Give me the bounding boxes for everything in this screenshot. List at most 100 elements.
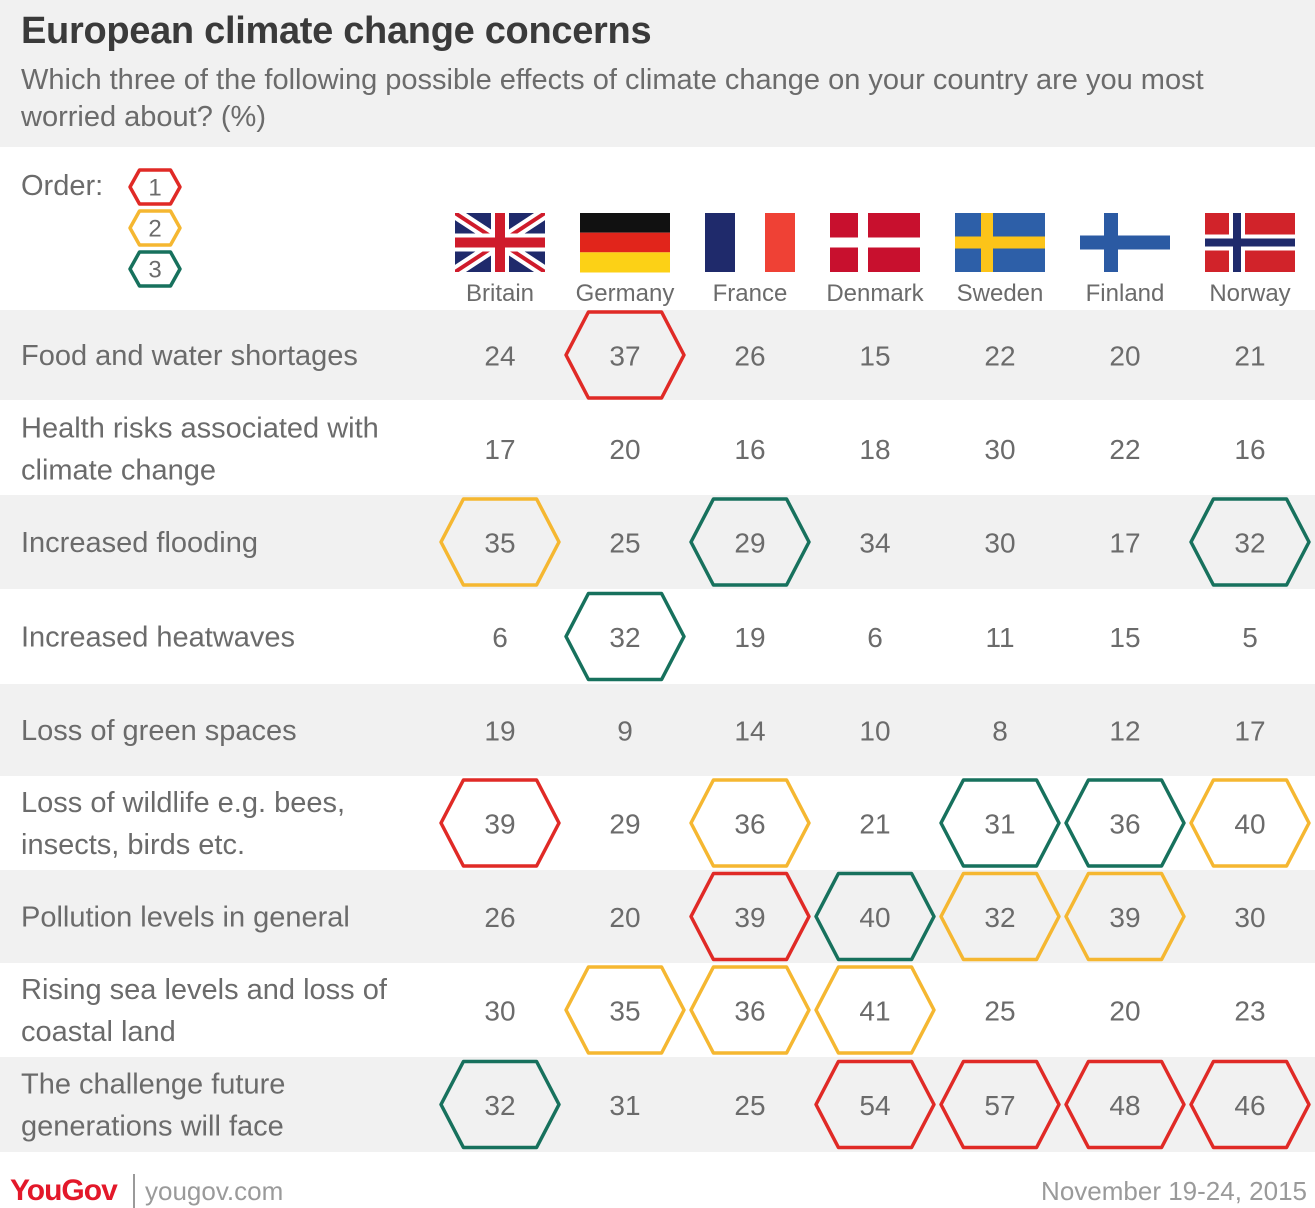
table-row: Pollution levels in general 26 20 39 40 32 39 3… <box>21 871 1266 962</box>
rank-2-hexagon-icon <box>564 965 686 1055</box>
table-cell-value: 54 <box>859 1090 890 1121</box>
table-cell-value: 29 <box>734 528 765 559</box>
table-cell-value: 41 <box>859 996 890 1027</box>
row-background <box>0 1057 1315 1152</box>
table-cell-value: 16 <box>1234 434 1265 465</box>
uk-flag-icon <box>455 213 545 272</box>
table-cell-value: 20 <box>609 434 640 465</box>
rank-2-hexagon-icon <box>939 871 1061 962</box>
rank-2-hexagon-icon <box>439 497 561 587</box>
table-cell-value: 35 <box>484 528 515 559</box>
table-cell-value: 15 <box>859 341 890 372</box>
table-cell-value: 29 <box>609 809 640 840</box>
table-cell-value: 25 <box>734 1090 765 1121</box>
table-cell-value: 46 <box>1234 1090 1265 1121</box>
column-header-germany: Germany <box>576 280 675 307</box>
table-cell-value: 25 <box>984 996 1015 1027</box>
table-row: Loss of wildlife e.g. bees, insects, bird… <box>21 778 1311 868</box>
sweden-flag-icon <box>955 213 1045 272</box>
rank-3-hexagon-icon <box>814 871 936 962</box>
table-cell-value: 9 <box>617 716 633 747</box>
legend-rank-number: 2 <box>148 216 161 243</box>
footer-separator <box>133 1174 135 1208</box>
row-label: Loss of wildlife e.g. bees, insects, bird… <box>21 787 345 861</box>
table-cell-value: 39 <box>1109 902 1140 933</box>
rank-3-hexagon-icon <box>439 1059 561 1150</box>
rank-2-hexagon-icon <box>1064 871 1186 962</box>
header-band: European climate change concerns Which t… <box>0 0 1315 147</box>
table-row: The challenge future generations will fac… <box>21 1059 1311 1150</box>
table-cell-value: 20 <box>1109 341 1140 372</box>
chart-subtitle: Which three of the following possible ef… <box>21 64 1204 133</box>
row-label: Food and water shortages <box>21 340 358 372</box>
table-cell-value: 23 <box>1234 996 1265 1027</box>
rank-1-hexagon-icon <box>439 778 561 868</box>
rank-3-hexagon-icon <box>689 497 811 587</box>
table-cell-value: 30 <box>984 434 1015 465</box>
legend-label: Order: <box>21 170 104 202</box>
table-cell-value: 16 <box>734 434 765 465</box>
table-cell-value: 6 <box>867 622 883 653</box>
table-cell-value: 39 <box>484 809 515 840</box>
table-cell-value: 19 <box>484 716 515 747</box>
table-cell-value: 8 <box>992 716 1008 747</box>
row-background <box>0 495 1315 589</box>
france-flag-icon <box>705 213 795 272</box>
table-cell-value: 32 <box>1234 528 1265 559</box>
table-row: Loss of green spaces 19 9 14 10 8 12 17 <box>21 715 1266 747</box>
table-cell-value: 36 <box>1109 809 1140 840</box>
chart-title: European climate change concerns <box>21 10 652 52</box>
rank-2-hexagon-icon <box>814 965 936 1055</box>
column-header-britain: Britain <box>466 280 534 307</box>
row-label: Increased flooding <box>21 527 258 559</box>
row-label: The challenge future generations will fac… <box>21 1069 285 1143</box>
table-cell-value: 21 <box>1234 341 1265 372</box>
rank-3-hexagon-icon <box>1189 497 1311 587</box>
denmark-flag-icon <box>830 213 920 272</box>
table-cell-value: 40 <box>859 902 890 933</box>
table-cell-value: 15 <box>1109 622 1140 653</box>
table-cell-value: 20 <box>609 902 640 933</box>
footer: YouGov yougov.com November 19-24, 2015 <box>0 1160 1315 1208</box>
table-cell-value: 32 <box>984 902 1015 933</box>
table-cell-value: 48 <box>1109 1090 1140 1121</box>
table-cell-value: 19 <box>734 622 765 653</box>
rank-2-hexagon-icon <box>689 965 811 1055</box>
row-label: Rising sea levels and loss of coastal lan… <box>21 974 388 1048</box>
table-cell-value: 25 <box>609 528 640 559</box>
table-cell-value: 22 <box>1109 434 1140 465</box>
column-header-norway: Norway <box>1209 280 1290 307</box>
table-row: Health risks associated with climate chan… <box>21 413 1266 487</box>
footer-site: yougov.com <box>145 1176 284 1206</box>
table-cell-value: 32 <box>484 1090 515 1121</box>
table-cell-value: 40 <box>1234 809 1265 840</box>
rank-2-hexagon-icon <box>1189 778 1311 868</box>
table-cell-value: 39 <box>734 902 765 933</box>
table-cell-value: 5 <box>1242 622 1258 653</box>
table-cell-value: 17 <box>1109 528 1140 559</box>
rank-1-hexagon-icon <box>1189 1059 1311 1150</box>
table-cell-value: 22 <box>984 341 1015 372</box>
table-cell-value: 36 <box>734 996 765 1027</box>
table-cell-value: 20 <box>1109 996 1140 1027</box>
table-cell-value: 34 <box>859 528 890 559</box>
table-row: Increased heatwaves 6 32 19 6 11 15 5 <box>21 591 1258 682</box>
table-cell-value: 57 <box>984 1090 1015 1121</box>
rank-1-hexagon-icon <box>814 1059 936 1150</box>
rank-3-hexagon-icon <box>564 591 686 682</box>
table-cell-value: 31 <box>609 1090 640 1121</box>
table-cell-value: 30 <box>984 528 1015 559</box>
table-cell-value: 18 <box>859 434 890 465</box>
row-background <box>0 870 1315 963</box>
table-row: Food and water shortages 24 37 26 15 22 20 21 <box>21 310 1266 400</box>
table-cell-value: 30 <box>1234 902 1265 933</box>
table-cell-value: 12 <box>1109 716 1140 747</box>
legend-item-rank-1: 1 <box>128 168 182 206</box>
rank-3-hexagon-icon <box>1064 778 1186 868</box>
table-cell-value: 26 <box>734 341 765 372</box>
table-cell-value: 17 <box>1234 716 1265 747</box>
table-cell-value: 6 <box>492 622 508 653</box>
row-label: Pollution levels in general <box>21 902 350 934</box>
legend-rank-number: 1 <box>148 175 161 202</box>
table-cell-value: 17 <box>484 434 515 465</box>
